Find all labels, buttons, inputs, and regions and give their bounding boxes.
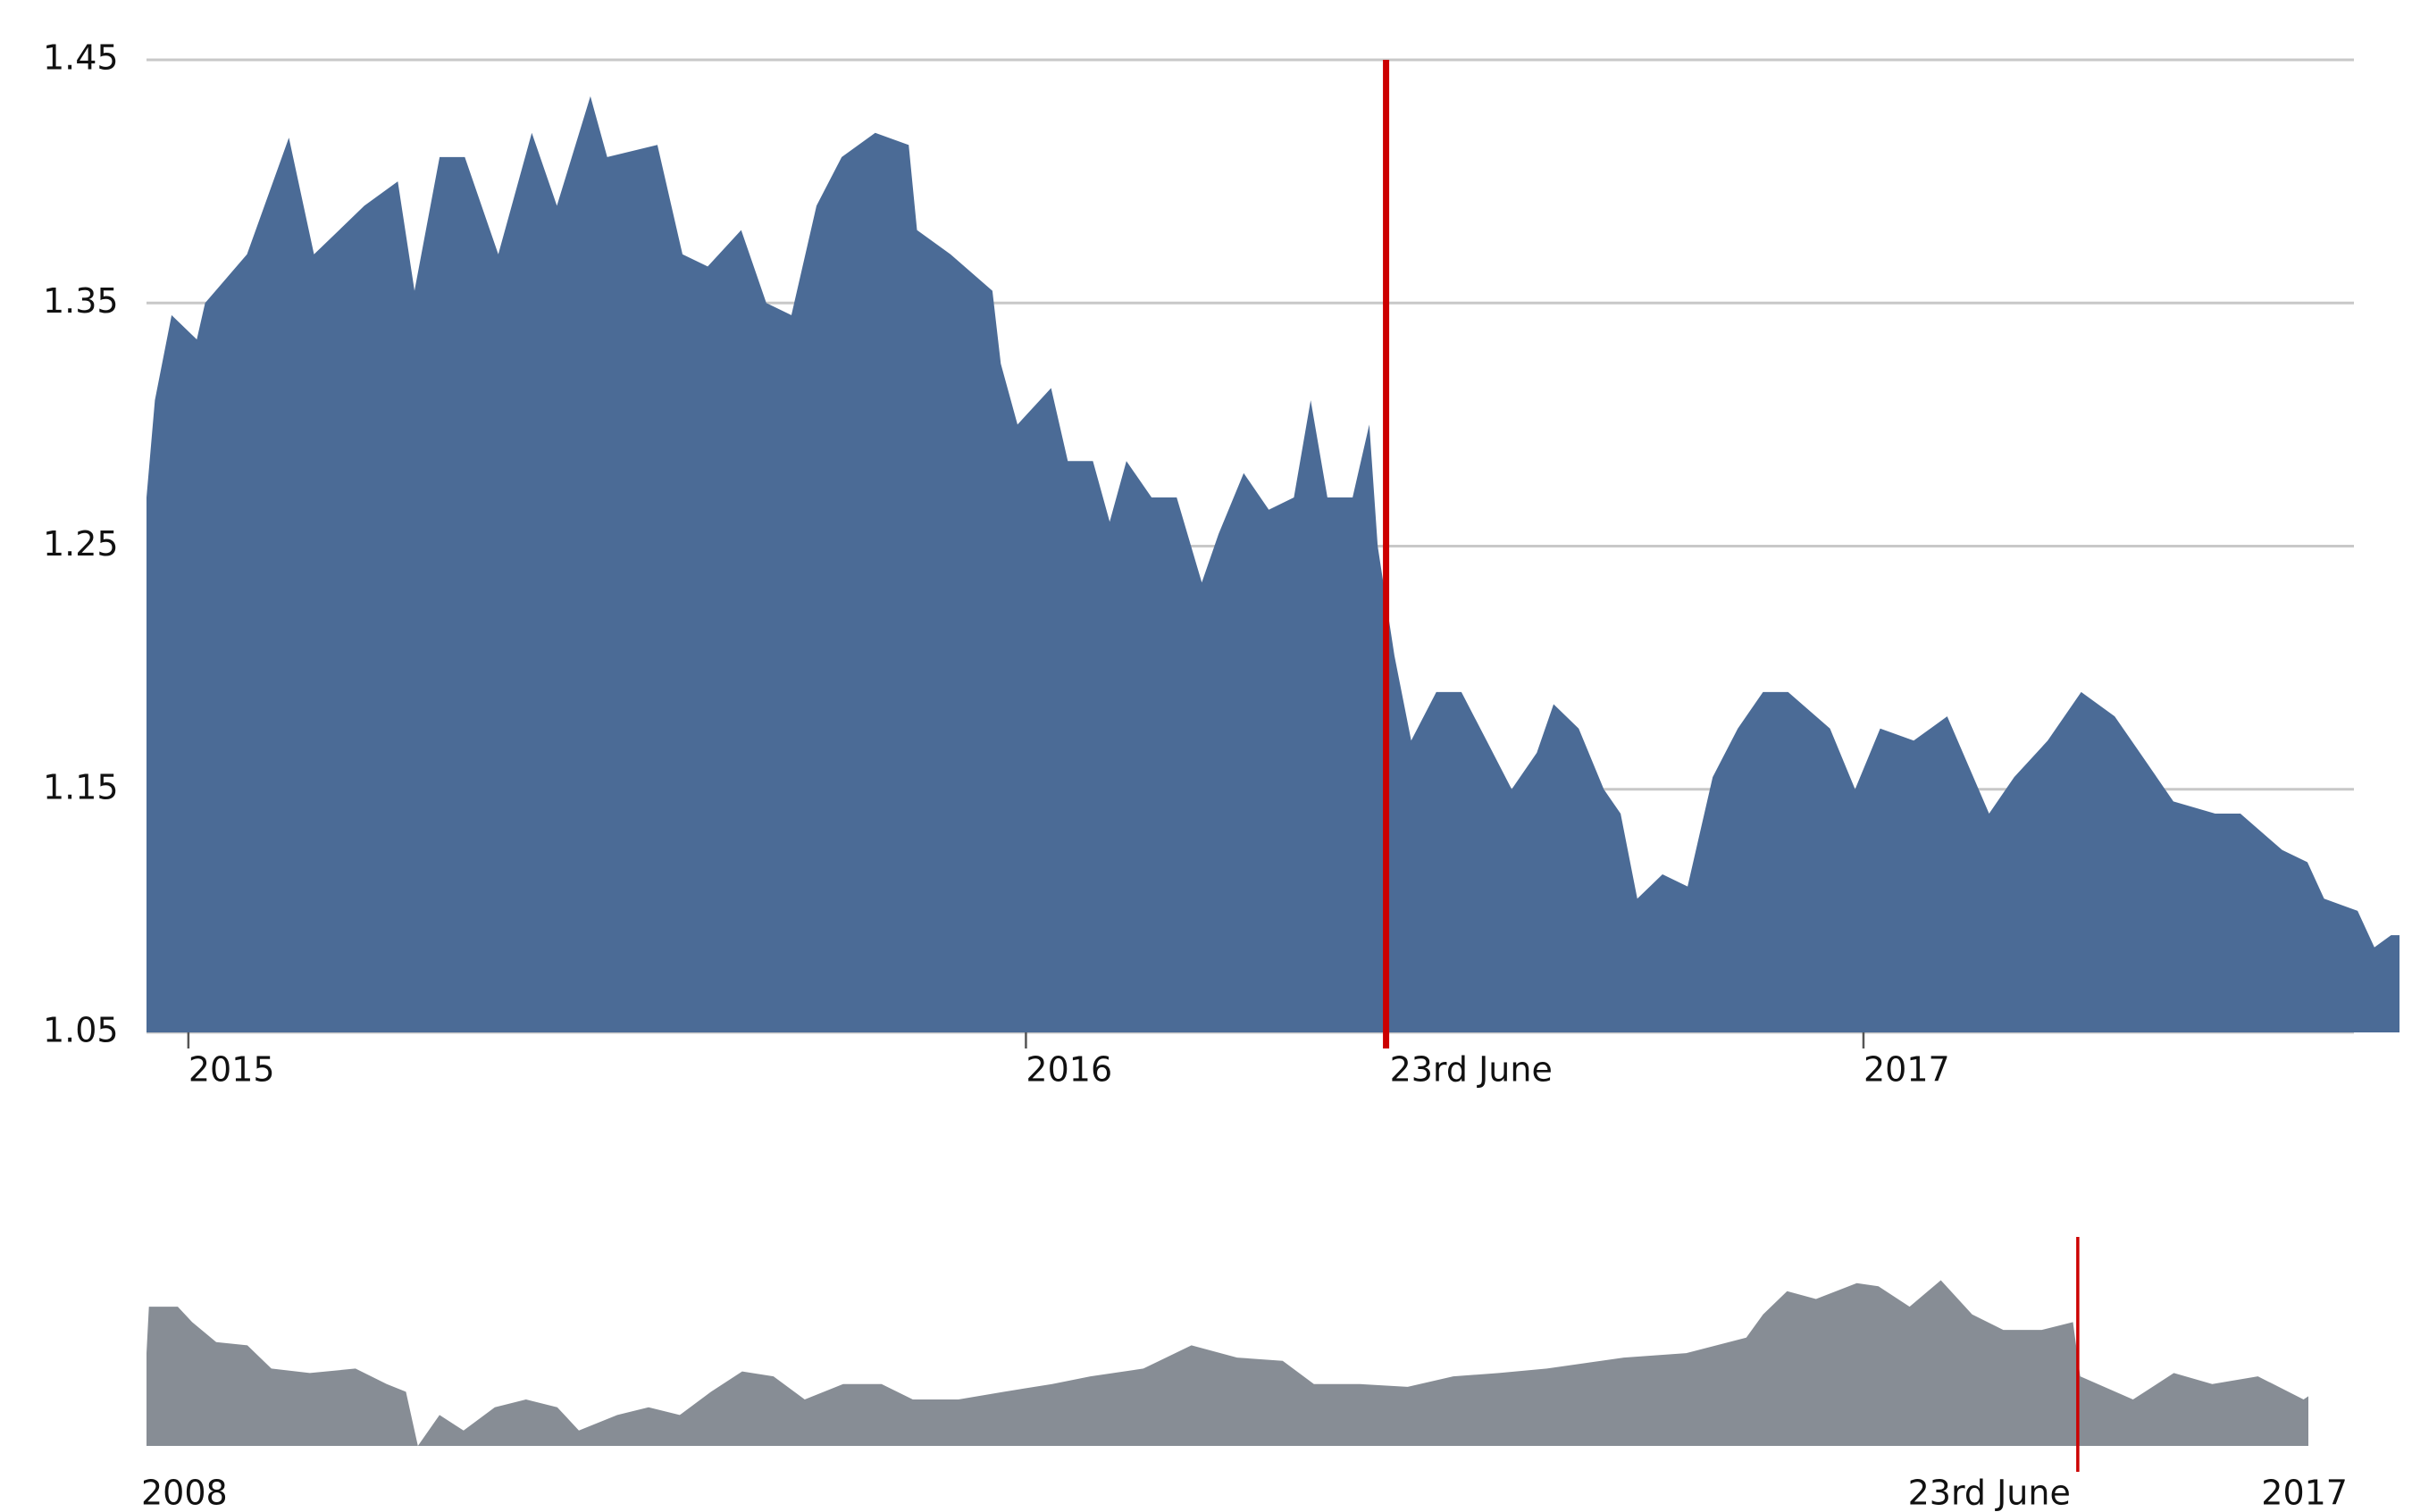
x-tick-label: 2017 bbox=[1863, 1050, 1950, 1090]
area bbox=[147, 96, 2399, 1032]
y-tick-label: 1.05 bbox=[43, 1011, 119, 1050]
x-tick-label: 2016 bbox=[1026, 1050, 1112, 1090]
y-tick-label: 1.35 bbox=[43, 281, 119, 321]
y-tick-label: 1.15 bbox=[43, 767, 119, 806]
event-label: 23rd June bbox=[1908, 1474, 2071, 1512]
y-tick-label: 1.45 bbox=[43, 38, 119, 78]
x-tick-label: 2015 bbox=[188, 1050, 275, 1090]
y-tick-label: 1.25 bbox=[43, 524, 119, 564]
x-tick-label: 2017 bbox=[2261, 1474, 2348, 1512]
event-label: 23rd June bbox=[1390, 1050, 1553, 1090]
area bbox=[147, 1280, 2308, 1446]
x-tick-label: 2008 bbox=[141, 1474, 228, 1512]
